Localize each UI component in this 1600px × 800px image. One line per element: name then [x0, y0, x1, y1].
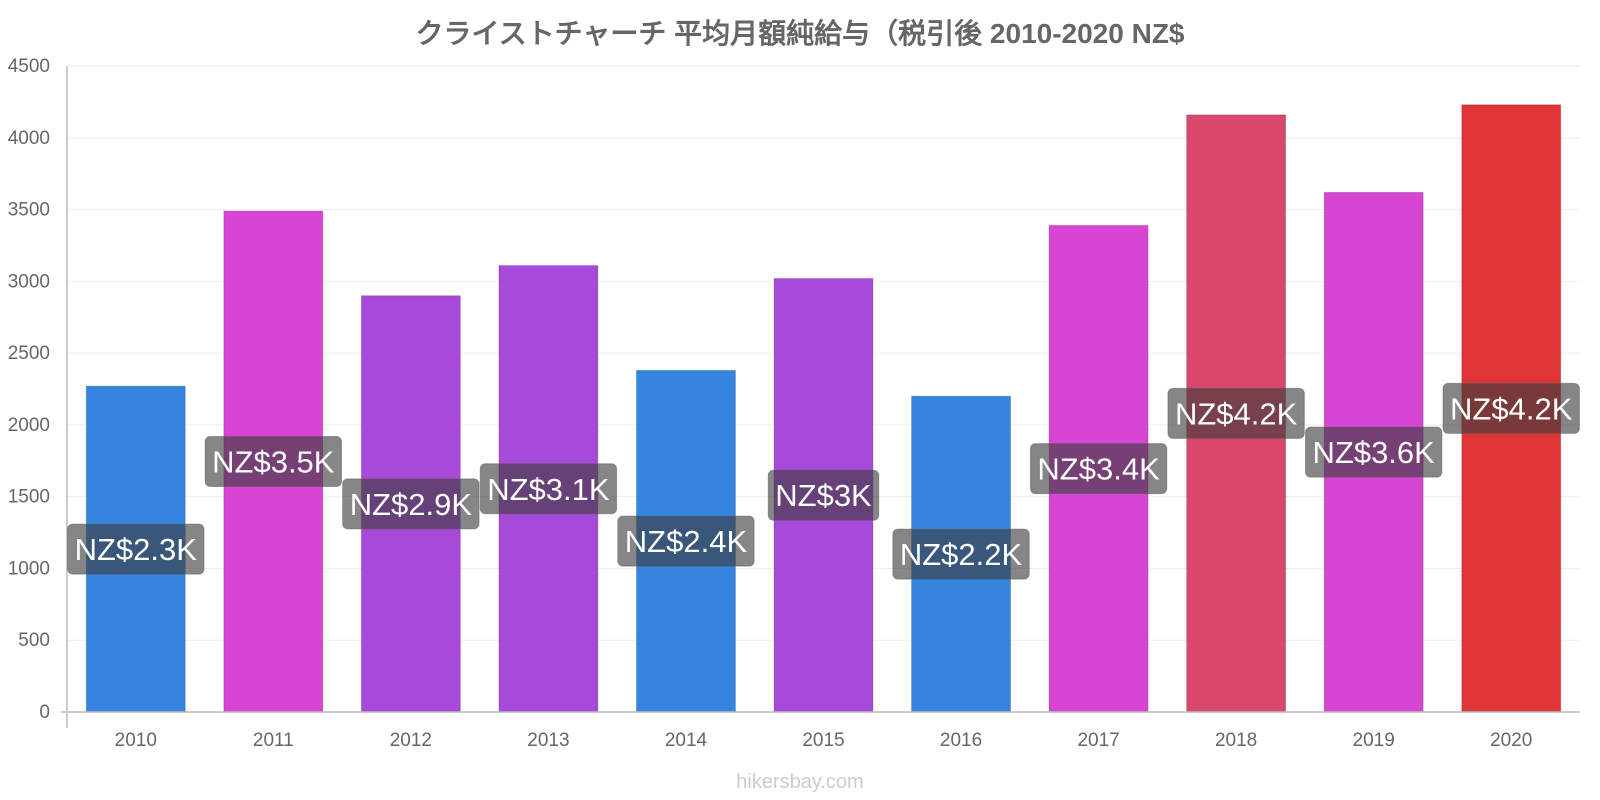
data-label: NZ$3.1K — [479, 463, 618, 515]
data-label: NZ$2.3K — [67, 523, 205, 575]
data-label-box — [1442, 382, 1580, 434]
data-label-text: NZ$2.4K — [625, 524, 748, 559]
y-tick-label: 1500 — [8, 487, 50, 508]
data-label: NZ$3K — [767, 469, 880, 521]
y-tick-label: 3500 — [8, 200, 50, 221]
x-tick-label: 2014 — [665, 730, 708, 751]
data-label: NZ$3.6K — [1305, 426, 1443, 478]
data-label-box — [67, 523, 205, 575]
data-label-box — [1167, 387, 1305, 439]
data-label: NZ$2.9K — [342, 478, 480, 530]
data-label: NZ$4.2K — [1442, 382, 1580, 434]
data-label-box — [204, 435, 342, 487]
y-tick-label: 3000 — [8, 271, 50, 292]
x-tick-label: 2019 — [1353, 730, 1395, 751]
data-label-text: NZ$2.2K — [900, 537, 1023, 572]
y-tick-label: 4500 — [8, 56, 50, 77]
data-label-text: NZ$3K — [775, 478, 872, 513]
y-tick-label: 4000 — [8, 128, 50, 149]
data-label-text: NZ$2.3K — [75, 532, 198, 567]
x-tick-label: 2012 — [390, 730, 432, 751]
x-tick-label: 2018 — [1215, 730, 1257, 751]
x-tick-label: 2020 — [1490, 730, 1532, 751]
y-tick-label: 2000 — [8, 415, 50, 436]
x-tick-label: 2010 — [115, 730, 157, 751]
x-tick-label: 2015 — [802, 730, 844, 751]
data-label-box — [1029, 443, 1168, 495]
y-tick-label: 1000 — [8, 558, 50, 579]
data-label-text: NZ$4.2K — [1175, 396, 1298, 431]
data-label: NZ$3.4K — [1029, 443, 1168, 495]
data-label-text: NZ$3.6K — [1313, 435, 1436, 470]
data-label-text: NZ$3.4K — [1037, 452, 1160, 487]
data-label: NZ$4.2K — [1167, 387, 1305, 439]
data-label: NZ$3.5K — [204, 435, 342, 487]
data-label-text: NZ$3.5K — [212, 444, 335, 479]
data-label-text: NZ$3.1K — [487, 472, 610, 507]
y-tick-label: 0 — [39, 702, 50, 723]
data-label-box — [479, 463, 618, 515]
axes: 0 500 1000 1500 2000 2500 3000 3500 4000 4500 2010… — [8, 56, 1580, 751]
bars — [85, 104, 1562, 713]
x-tick-label: 2013 — [527, 730, 569, 751]
y-tick-label: 2500 — [8, 343, 50, 364]
data-label-box — [617, 515, 755, 567]
data-label: NZ$2.2K — [892, 528, 1030, 580]
chart-title: クライストチャーチ 平均月額純給与（税引後 2010-2020 NZ$ — [415, 17, 1184, 49]
x-tick-label: 2017 — [1077, 730, 1119, 751]
x-tick-label: 2011 — [253, 730, 294, 751]
watermark: hikersbay.com — [736, 771, 863, 793]
data-label: NZ$2.4K — [617, 515, 755, 567]
data-label-text: NZ$2.9K — [350, 487, 473, 522]
data-label-box — [342, 478, 480, 530]
y-tick-label: 500 — [18, 630, 50, 651]
data-labels: NZ$2.3K NZ$3.5K NZ$2.9K NZ$3.1K NZ$2.4K NZ$3K… — [67, 382, 1580, 580]
data-label-box — [767, 469, 880, 521]
data-label-box — [1305, 426, 1443, 478]
data-label-box — [892, 528, 1030, 580]
x-tick-label: 2016 — [940, 730, 982, 751]
data-label-text: NZ$4.2K — [1450, 391, 1573, 426]
